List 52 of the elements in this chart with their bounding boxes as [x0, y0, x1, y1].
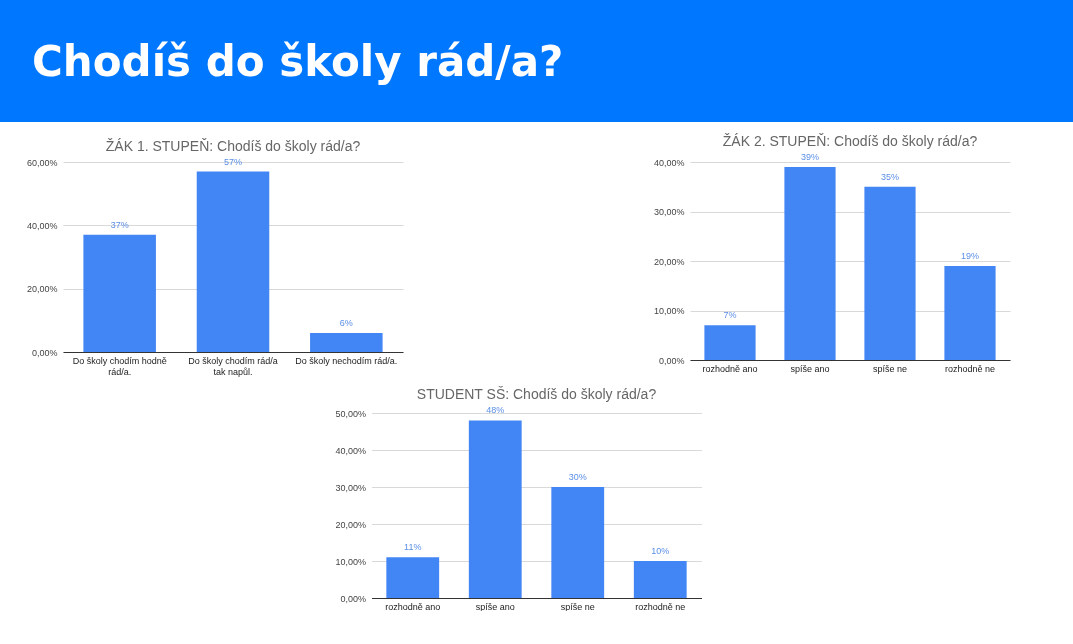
y-tick-label: 0,00%: [658, 355, 685, 366]
data-label: 57%: [223, 156, 243, 167]
y-tick-label: 40,00%: [335, 445, 366, 456]
bar: [633, 561, 687, 598]
x-tick-label: Do školy nechodím rád/a.: [295, 355, 398, 366]
bar: [944, 265, 996, 360]
y-tick-label: 10,00%: [335, 556, 366, 567]
data-label: 11%: [404, 542, 422, 553]
bar: [551, 487, 605, 598]
data-label: 48%: [486, 405, 505, 416]
data-label: 6%: [339, 318, 353, 328]
y-tick-label: 0,00%: [340, 593, 366, 604]
x-tick-label: Do školy chodím hodně rád/a.: [72, 355, 167, 377]
data-label: 37%: [110, 219, 129, 230]
y-tick-label: 20,00%: [335, 519, 366, 530]
y-tick-label: 20,00%: [26, 284, 58, 295]
x-tick-label: rozhodně ne: [635, 601, 686, 612]
bar: [196, 171, 270, 352]
y-tick-label: 10,00%: [653, 306, 685, 316]
y-tick-label: 0,00%: [31, 347, 58, 358]
y-tick-label: 50,00%: [335, 408, 366, 419]
text: Chodíš do školy rád/a?: [32, 37, 564, 86]
x-tick-label: rozhodně ne: [944, 363, 996, 374]
data-label: 19%: [960, 250, 980, 261]
x-tick-label: spíše ne: [872, 363, 908, 374]
data-label: 39%: [800, 151, 820, 162]
data-label: 30%: [568, 472, 587, 482]
y-tick-label: 60,00%: [26, 157, 58, 168]
x-tick-label: Do školy chodím rád/a tak napůl.: [188, 355, 278, 377]
chart-title: ŽÁK 2. STUPEŇ: Chodíš do školy rád/a?: [722, 132, 978, 149]
x-tick-label: rozhodně ano: [702, 363, 758, 374]
x-tick-label: spíše ne: [560, 601, 595, 612]
data-label: 10%: [651, 546, 670, 556]
data-label: 35%: [880, 171, 900, 182]
y-tick-label: 40,00%: [653, 157, 685, 168]
x-tick-label: spíše ano: [790, 363, 830, 374]
bar: [704, 325, 756, 360]
bar: [784, 166, 836, 360]
x-tick-label: rozhodně ano: [385, 601, 441, 612]
bar: [864, 186, 916, 360]
bar: [83, 234, 156, 352]
chart-title: ŽÁK 1. STUPEŇ: Chodíš do školy rád/a?: [105, 137, 361, 154]
chart-title: STUDENT SŠ: Chodíš do školy rád/a?: [416, 386, 657, 403]
y-tick-label: 20,00%: [653, 256, 685, 267]
x-tick-label: spíše ano: [475, 601, 515, 612]
y-tick-label: 30,00%: [335, 482, 366, 493]
bar: [386, 557, 440, 598]
y-tick-label: 30,00%: [653, 207, 685, 217]
bar: [468, 420, 522, 598]
bar: [310, 333, 383, 352]
data-label: 7%: [723, 310, 737, 321]
y-tick-label: 40,00%: [26, 220, 58, 231]
